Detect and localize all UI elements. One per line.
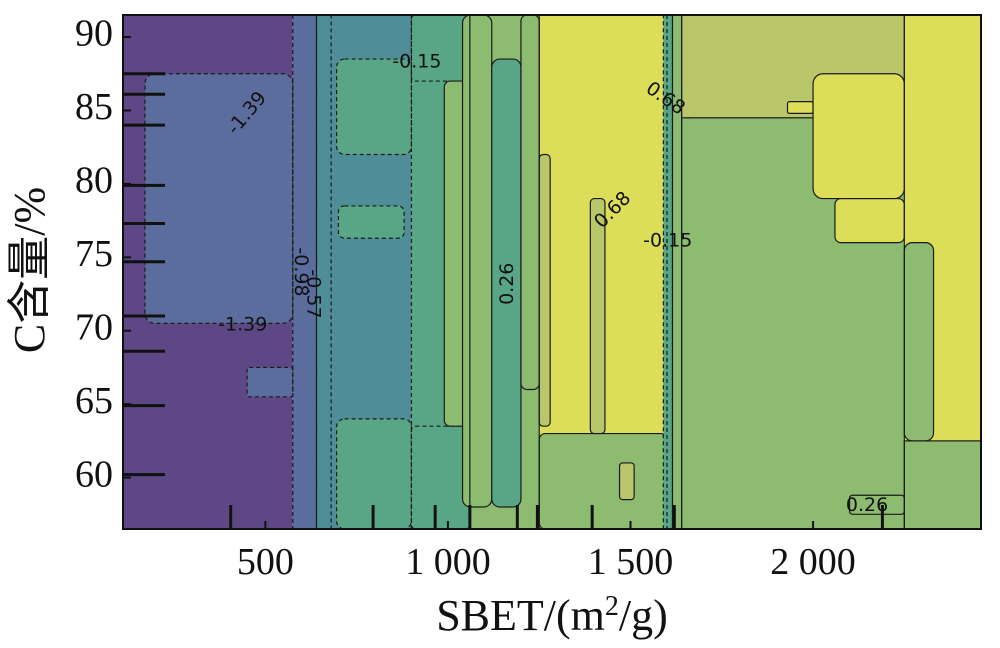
plot-frame — [122, 14, 982, 530]
contour-label: 0.26 — [846, 494, 888, 516]
y-tick-label: 60 — [75, 453, 113, 495]
contour-label: -0.15 — [643, 230, 692, 252]
x-axis: 500 1 000 1 500 2 000 — [237, 521, 856, 583]
contour-region — [812, 73, 905, 200]
contour-region — [538, 153, 551, 427]
x-tick-label: 1 000 — [405, 541, 491, 583]
x-tick-label: 2 000 — [770, 541, 856, 583]
contour-label: -0.57 — [303, 269, 325, 318]
contour-region — [538, 432, 668, 529]
contour-region — [834, 197, 905, 244]
contour-label: 0.26 — [496, 263, 518, 305]
contour-lines — [292, 15, 905, 529]
contour-region — [337, 205, 405, 239]
y-axis: 60 65 70 75 80 85 90 — [75, 13, 131, 495]
contour-region — [903, 242, 935, 442]
contour-label: -1.39 — [218, 313, 267, 335]
contour-region — [315, 15, 332, 529]
contour-region — [144, 73, 294, 325]
contour-label: -0.98 — [290, 247, 312, 296]
contour-region — [589, 197, 606, 435]
contour-region — [520, 15, 540, 391]
y-rug-marks — [123, 72, 165, 477]
y-tick-label: 65 — [75, 380, 113, 422]
y-tick-label: 80 — [75, 160, 113, 202]
contour-band — [292, 15, 317, 529]
x-tick-label: 500 — [237, 541, 294, 583]
contour-region — [786, 101, 814, 114]
contour-region — [335, 418, 413, 529]
y-axis-title: C含量/% — [5, 187, 54, 353]
contour-region — [246, 366, 294, 398]
y-tick-label: 90 — [75, 13, 113, 55]
plot-area: -0.15-1.39 0.680.68-0.150.26-0.98-0.57-1.… — [123, 15, 981, 529]
contour-label: -0.15 — [392, 50, 441, 72]
contour-region — [618, 462, 635, 501]
contour-region — [410, 425, 471, 529]
y-tick-label: 75 — [75, 233, 113, 275]
y-tick-label: 85 — [75, 86, 113, 128]
x-rug-marks — [229, 505, 884, 529]
y-tick-label: 70 — [75, 306, 113, 348]
contour-region — [461, 15, 493, 508]
contour-region — [903, 440, 981, 529]
contour-region — [335, 58, 413, 156]
x-axis-title: SBET/(m2/g) — [436, 591, 668, 640]
x-tick-label: 1 500 — [588, 541, 674, 583]
